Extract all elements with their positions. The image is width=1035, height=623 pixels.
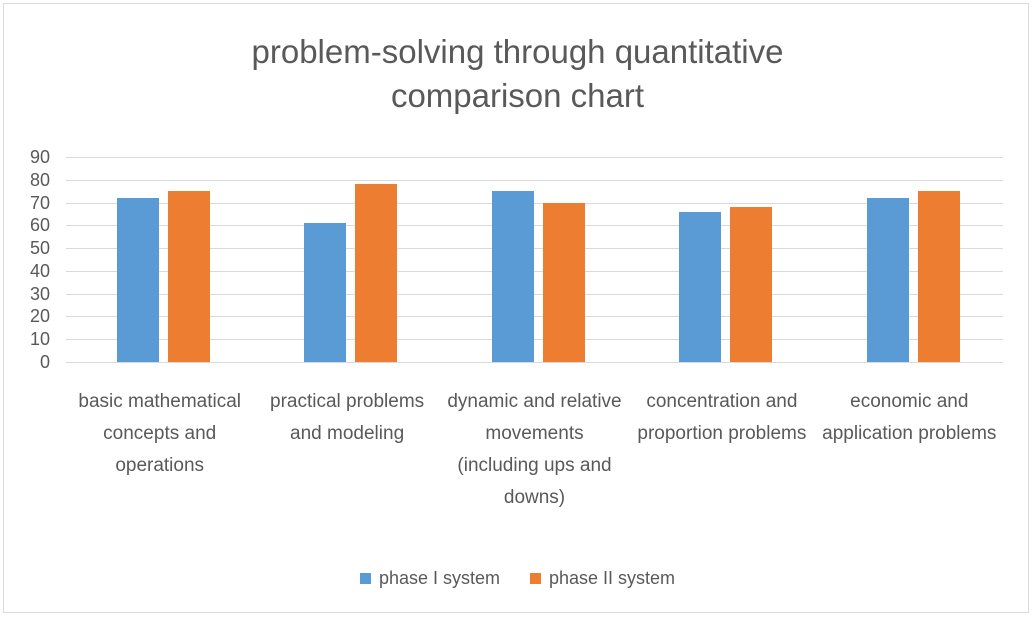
bar-phase-1 (866, 198, 909, 362)
bar-phase-1 (117, 198, 159, 362)
bar-phase-1 (304, 223, 347, 362)
bar-phase-2 (542, 202, 585, 362)
y-tick-label: 30 (29, 283, 50, 304)
bar-phase-1 (679, 211, 722, 362)
plot-area (66, 157, 1003, 363)
gridline (66, 225, 1003, 227)
gridline (66, 293, 1003, 295)
y-tick-label: 40 (29, 260, 50, 281)
chart-title-line-2: comparison chart (390, 77, 645, 114)
y-tick-label: 80 (29, 169, 50, 190)
chart-frame (3, 3, 1029, 613)
legend-item: phase II system (530, 568, 675, 589)
bar-phase-2 (730, 207, 773, 362)
bar-phase-2 (168, 191, 210, 362)
x-tick-label: economic and application problems (822, 391, 997, 444)
legend-swatch-icon (530, 573, 541, 584)
gridline (66, 202, 1003, 204)
chart-title-line-1: problem-solving through quantitative (251, 33, 784, 70)
x-tick-label: practical problems and modeling (270, 391, 425, 444)
legend-swatch-icon (359, 573, 371, 584)
chart-title: problem-solving through quantitative com… (0, 30, 1035, 118)
gridline (66, 362, 1003, 363)
gridline (66, 316, 1003, 318)
bar-phase-1 (491, 191, 534, 362)
gridline (66, 157, 1003, 158)
gridline (66, 248, 1003, 250)
y-tick-label: 50 (29, 238, 50, 259)
gridline (66, 179, 1003, 181)
gridline (66, 339, 1003, 341)
legend: phase I system phase II system (0, 568, 1035, 589)
y-tick-label: 0 (39, 352, 50, 372)
y-tick-label: 20 (29, 306, 50, 327)
x-tick-label: concentration and proportion problems (637, 391, 807, 444)
gridline (66, 270, 1003, 272)
x-tick-label: dynamic and relative movements (includin… (447, 391, 622, 508)
legend-label: phase II system (549, 568, 676, 588)
y-tick-label: 70 (29, 192, 50, 213)
y-tick-label: 10 (29, 329, 50, 350)
legend-label: phase I system (378, 568, 500, 588)
x-tick-label: basic mathematical concepts and operatio… (78, 391, 241, 476)
y-tick-label: 60 (29, 215, 50, 236)
bar-phase-2 (917, 191, 960, 362)
y-tick-label: 90 (29, 147, 50, 167)
legend-item: phase I system (359, 568, 500, 589)
bar-phase-2 (355, 184, 398, 362)
